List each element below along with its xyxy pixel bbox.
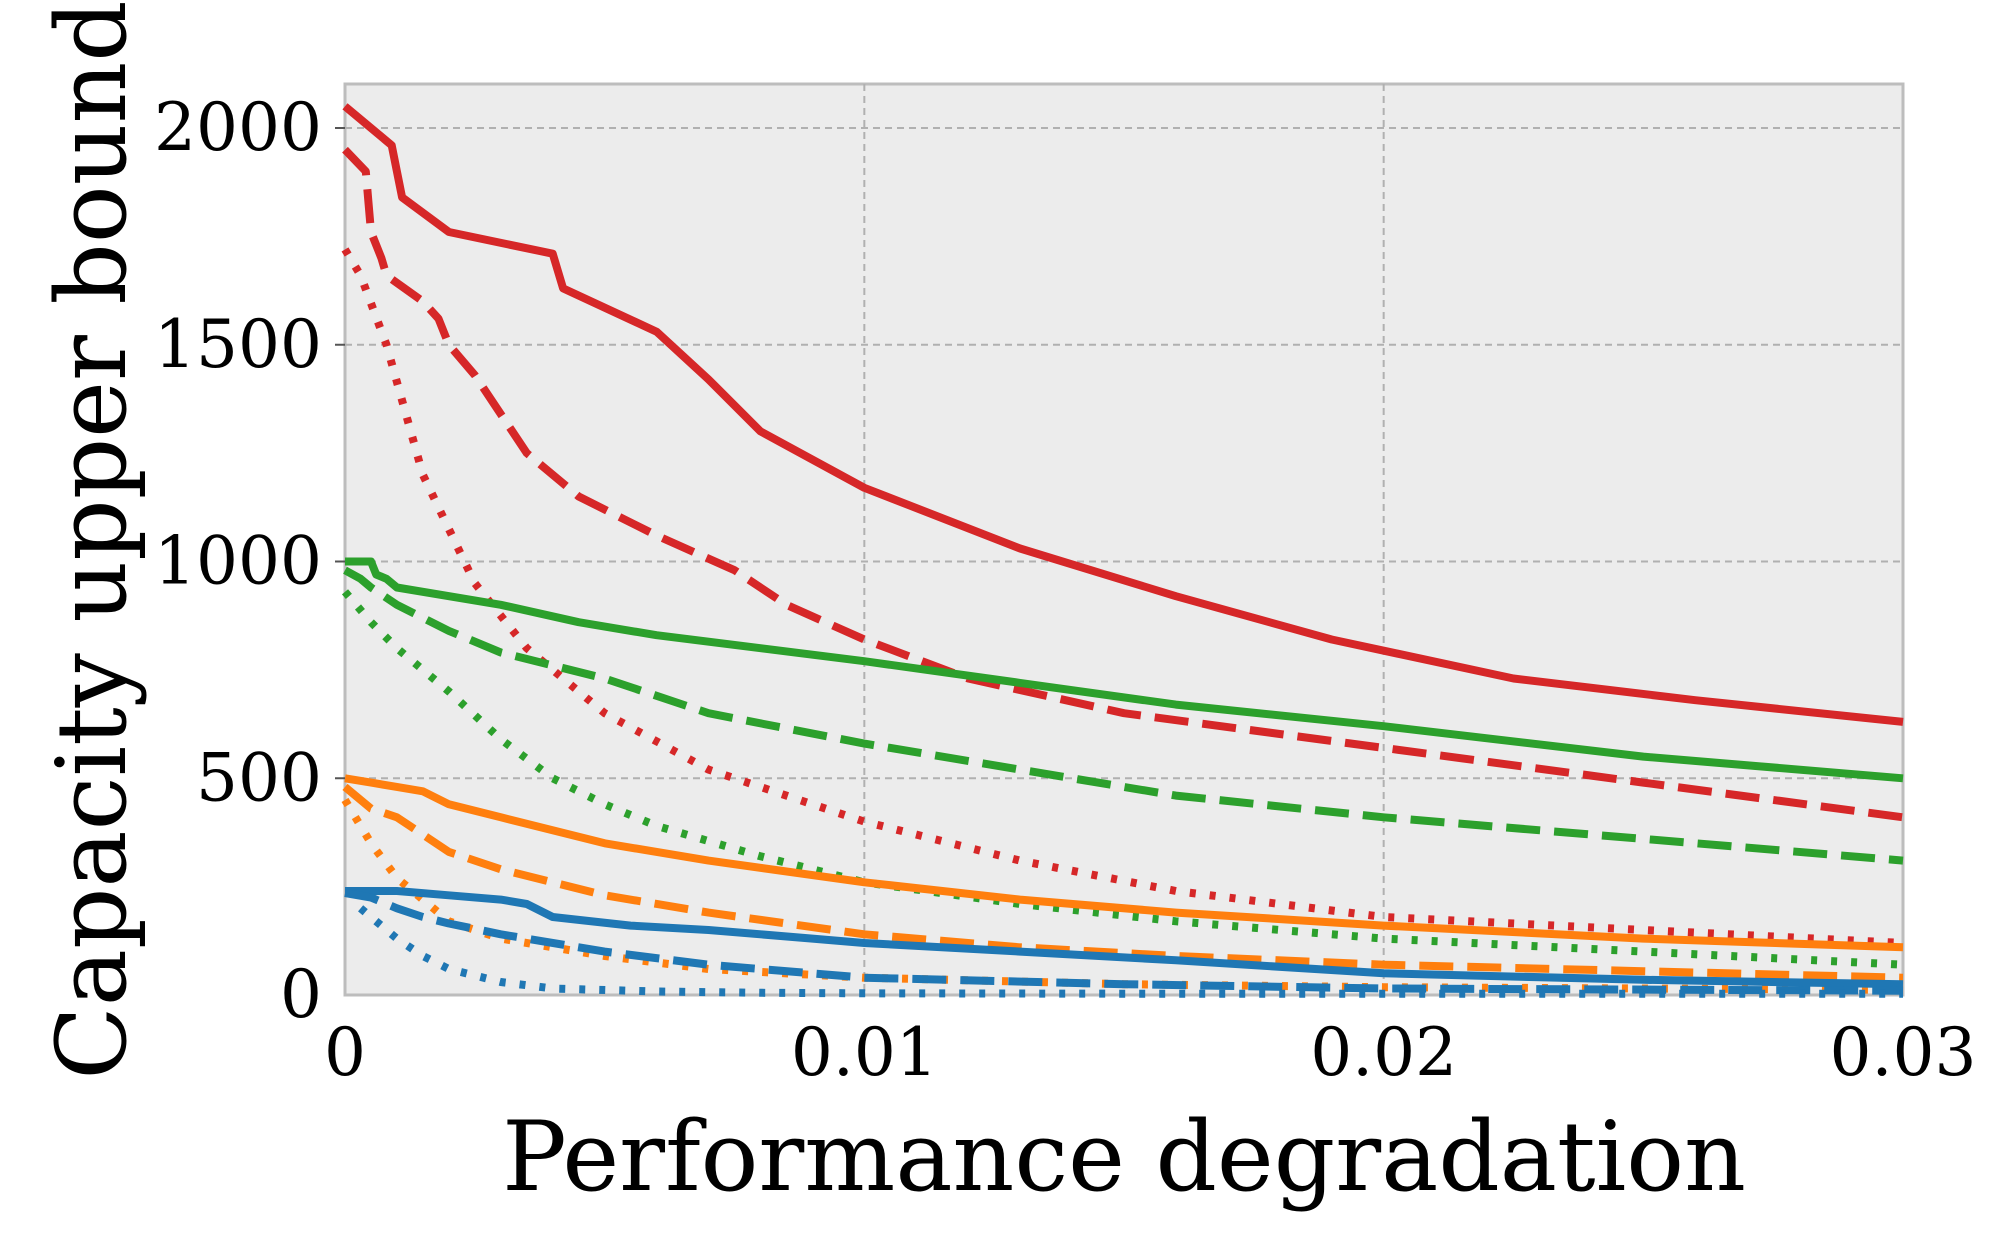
x-tick-labels: 0 0.01 0.02 0.03 — [324, 1014, 1976, 1091]
y-tick-label: 2000 — [154, 89, 322, 166]
grid-lines — [335, 84, 1903, 995]
series-line-blue-dashed — [344, 889, 1904, 995]
series-line-red-solid — [342, 103, 1904, 726]
series-line-orange-solid — [344, 774, 1904, 952]
y-tick-label: 0 — [280, 956, 322, 1033]
x-axis-label: Performance degradation — [502, 1101, 1746, 1213]
series-line-green-dotted — [341, 589, 1904, 969]
x-tick-label: 0.02 — [1310, 1014, 1457, 1091]
series-line-green-dashed — [343, 566, 1904, 865]
y-axis-label: Capacity upper bound — [36, 0, 148, 1079]
plot-background — [343, 82, 1905, 997]
y-tick-label: 1000 — [154, 523, 322, 600]
series-line-red-dashed — [342, 146, 1904, 822]
series-line-blue-solid — [345, 887, 1904, 989]
y-tick-label: 1500 — [154, 306, 322, 383]
x-tick-label: 0 — [324, 1014, 366, 1091]
x-tick-label: 0.01 — [791, 1014, 938, 1091]
series-line-green-solid — [345, 557, 1904, 783]
x-tick-label: 0.03 — [1830, 1014, 1977, 1091]
series-line-blue-dotted — [358, 905, 1903, 998]
y-tick-labels: 0 500 1000 1500 2000 — [154, 89, 322, 1033]
y-tick-label: 500 — [196, 739, 322, 816]
series-line-orange-dashed — [342, 783, 1904, 982]
series-group — [341, 103, 1904, 998]
series-line-red-dotted — [341, 247, 1904, 947]
